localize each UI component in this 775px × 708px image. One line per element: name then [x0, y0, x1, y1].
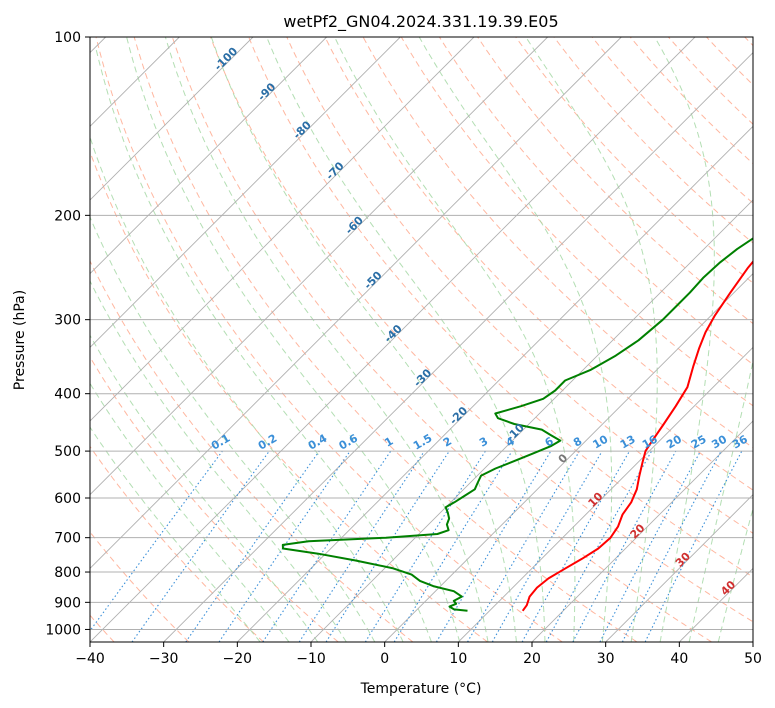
moist-adiabat [90, 135, 404, 642]
dry-adiabat [210, 37, 753, 623]
y-tick-label: 800 [54, 565, 81, 581]
isotherm [90, 37, 254, 201]
moist-adiabat [90, 382, 290, 642]
moist-adiabat [418, 37, 613, 642]
mixing-ratio-line [521, 450, 630, 642]
moist-adiabat [688, 358, 753, 642]
dry-adiabat [171, 37, 712, 642]
dry-adiabat [248, 37, 753, 578]
moist-adiabat [210, 37, 517, 642]
moist-adiabat [717, 506, 753, 642]
isotherm [90, 37, 327, 275]
plot-background [90, 37, 753, 642]
isotherm [90, 37, 622, 569]
x-tick-label: 10 [449, 651, 467, 667]
mixing-ratio-line [644, 450, 743, 642]
mixing-ratio-line [298, 450, 425, 642]
dry-adiabat [515, 37, 753, 284]
dry-adiabat [95, 37, 563, 642]
y-tick-label: 200 [54, 208, 81, 224]
x-tick-label: 0 [380, 651, 389, 667]
chart-title: wetPf2_GN04.2024.331.19.39.E05 [283, 12, 558, 32]
x-tick-label: 30 [597, 651, 615, 667]
mixing-ratio-line [90, 450, 223, 632]
background-lines [90, 37, 753, 642]
x-tick-label: 40 [670, 651, 688, 667]
y-tick-label: 700 [54, 531, 81, 547]
moist-adiabat [90, 426, 261, 642]
data-lines [281, 237, 753, 612]
dry-adiabat [90, 356, 339, 642]
y-tick-label: 1000 [45, 622, 81, 638]
y-axis: 100 200 300 400 500 600 700 800 900 1000 [45, 30, 90, 638]
y-tick-label: 500 [54, 444, 81, 460]
x-axis-label: Temperature (°C) [360, 681, 482, 697]
isotherm [458, 346, 753, 642]
x-tick-label: −10 [296, 651, 326, 667]
mixing-ratio-line [545, 450, 653, 642]
isotherm [90, 37, 696, 642]
x-axis: −40 −30 −20 −10 0 10 20 30 40 50 [75, 642, 762, 667]
mixing-ratio-line [572, 450, 677, 642]
mixing-ratio-line [218, 450, 351, 642]
mixing-ratio-line [131, 450, 270, 642]
moist-adiabat [90, 279, 347, 642]
moist-adiabat [334, 37, 576, 642]
mixing-ratio-line [393, 450, 513, 642]
y-tick-label: 900 [54, 595, 81, 611]
isotherm [90, 37, 475, 422]
dry-adiabat [324, 37, 753, 491]
dry-adiabat [90, 259, 414, 642]
plot-frame [89, 36, 754, 643]
isotherm [384, 273, 753, 642]
moist-adiabat [95, 49, 432, 642]
moist-adiabat [126, 37, 461, 642]
mixing-ratio-line [185, 450, 320, 642]
moist-adiabat [266, 37, 546, 642]
isotherm [752, 641, 753, 642]
x-tick-label: −20 [223, 651, 253, 667]
isotherm [310, 199, 753, 642]
y-axis-label: Pressure (hPa) [12, 290, 28, 390]
moist-adiabat [90, 215, 376, 642]
mixing-ratio-line [262, 450, 392, 642]
y-tick-label: 300 [54, 313, 81, 329]
dry-adiabat [90, 445, 264, 642]
isotherm [90, 37, 401, 348]
x-tick-label: 50 [744, 651, 762, 667]
x-tick-label: −40 [75, 651, 105, 667]
moist-adiabat [654, 37, 715, 642]
moist-adiabat [90, 334, 319, 642]
isotherm [237, 125, 753, 642]
y-tick-label: 600 [54, 491, 81, 507]
moist-adiabat [164, 37, 489, 642]
moist-adiabat [525, 37, 658, 642]
isotherm [531, 420, 753, 642]
dewpoint-profile [281, 237, 753, 612]
y-tick-label: 100 [54, 30, 81, 46]
dry-adiabat [286, 37, 753, 534]
x-tick-label: −30 [149, 651, 179, 667]
isotherm [605, 494, 753, 642]
y-tick-label: 400 [54, 387, 81, 403]
temperature-profile [521, 260, 753, 612]
x-tick-label: 20 [523, 651, 541, 667]
isotherm [90, 37, 548, 496]
isotherm [163, 52, 753, 642]
